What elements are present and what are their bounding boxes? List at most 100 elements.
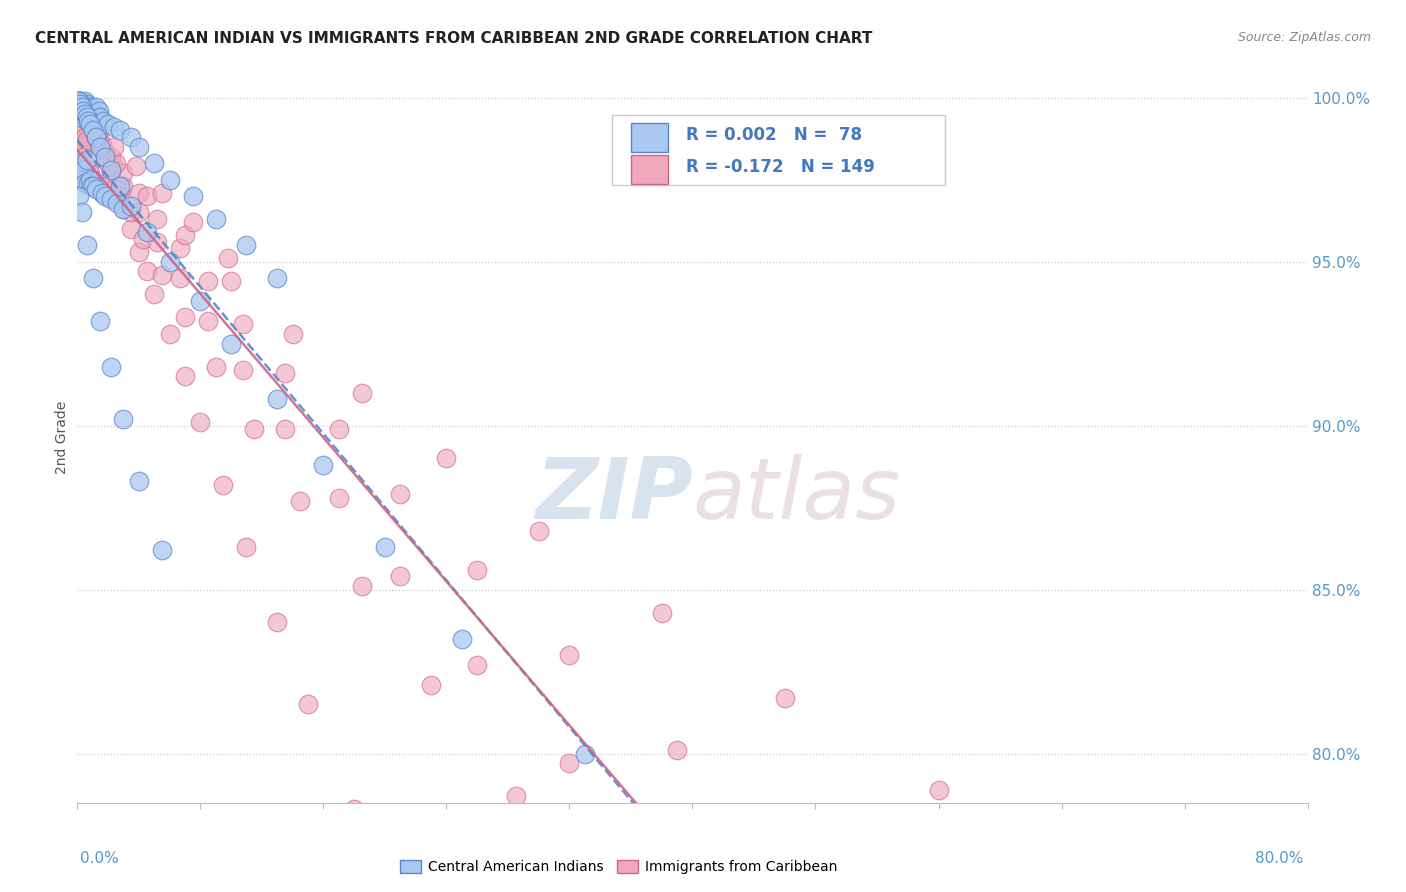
Point bbox=[82, 179, 104, 194]
Point bbox=[132, 232, 155, 246]
Point bbox=[219, 336, 242, 351]
Point bbox=[82, 123, 104, 137]
Point bbox=[128, 186, 150, 200]
Point bbox=[105, 195, 128, 210]
Point bbox=[80, 117, 103, 131]
Point bbox=[89, 140, 111, 154]
Point bbox=[711, 868, 734, 882]
Point bbox=[73, 103, 96, 118]
Point bbox=[789, 845, 811, 859]
Point bbox=[67, 100, 90, 114]
Point bbox=[169, 242, 191, 256]
Point bbox=[212, 477, 235, 491]
Point bbox=[505, 789, 527, 804]
Point bbox=[77, 110, 100, 124]
Point bbox=[89, 313, 111, 327]
Point bbox=[436, 451, 458, 466]
Point bbox=[90, 186, 114, 200]
Point bbox=[67, 133, 90, 147]
Point bbox=[70, 113, 93, 128]
Point bbox=[72, 103, 94, 118]
Text: ZIP: ZIP bbox=[534, 454, 693, 537]
Point bbox=[93, 143, 115, 157]
Point bbox=[928, 782, 950, 797]
Point bbox=[82, 271, 104, 285]
Point bbox=[84, 130, 107, 145]
Point bbox=[1097, 881, 1119, 892]
Point bbox=[90, 140, 114, 154]
Point bbox=[389, 487, 412, 501]
Point bbox=[188, 415, 212, 429]
Point bbox=[110, 192, 132, 206]
Point bbox=[89, 140, 111, 154]
Point bbox=[67, 94, 90, 108]
Point bbox=[72, 150, 94, 164]
Point bbox=[76, 107, 98, 121]
Point bbox=[77, 113, 100, 128]
Point bbox=[204, 359, 226, 374]
Point bbox=[70, 100, 93, 114]
Point bbox=[143, 287, 166, 301]
FancyBboxPatch shape bbox=[631, 123, 668, 153]
Point bbox=[70, 172, 93, 186]
Point bbox=[69, 97, 91, 112]
Point bbox=[128, 205, 150, 219]
Point bbox=[112, 179, 135, 194]
Point bbox=[120, 199, 142, 213]
Point bbox=[70, 97, 93, 112]
Point bbox=[67, 156, 90, 170]
Point bbox=[94, 146, 117, 161]
Point bbox=[343, 802, 366, 816]
Point bbox=[112, 202, 135, 216]
Point bbox=[90, 136, 114, 151]
Point bbox=[76, 110, 98, 124]
Point bbox=[125, 160, 148, 174]
Point bbox=[235, 238, 257, 252]
Point bbox=[72, 162, 94, 177]
Point bbox=[420, 678, 443, 692]
Point bbox=[150, 186, 173, 200]
Point bbox=[70, 97, 93, 112]
Point bbox=[651, 606, 673, 620]
Point bbox=[73, 130, 96, 145]
Point bbox=[150, 268, 173, 282]
Point bbox=[150, 543, 173, 558]
Point bbox=[76, 238, 98, 252]
Point bbox=[82, 172, 104, 186]
Point bbox=[266, 392, 288, 407]
Point bbox=[77, 113, 100, 128]
Point bbox=[146, 211, 169, 226]
Point bbox=[84, 182, 107, 196]
Point bbox=[70, 100, 93, 114]
Point bbox=[159, 326, 181, 341]
Point bbox=[77, 100, 100, 114]
Point bbox=[266, 271, 288, 285]
Point bbox=[174, 310, 197, 325]
Point bbox=[350, 385, 373, 400]
Point bbox=[94, 189, 117, 203]
Point bbox=[84, 127, 107, 141]
Point bbox=[87, 123, 110, 137]
Point bbox=[84, 130, 107, 145]
Point bbox=[67, 189, 90, 203]
Legend: Central American Indians, Immigrants from Caribbean: Central American Indians, Immigrants fro… bbox=[394, 855, 844, 880]
Point bbox=[181, 215, 204, 229]
Point bbox=[120, 205, 142, 219]
Text: 0.0%: 0.0% bbox=[80, 851, 120, 865]
Point bbox=[73, 107, 96, 121]
Point bbox=[76, 107, 98, 121]
Point bbox=[235, 540, 257, 554]
Point bbox=[89, 110, 111, 124]
Point bbox=[87, 133, 110, 147]
Point bbox=[87, 103, 110, 118]
Point bbox=[110, 179, 132, 194]
Point bbox=[219, 274, 242, 288]
Point bbox=[374, 540, 396, 554]
Point bbox=[110, 182, 132, 196]
Text: CENTRAL AMERICAN INDIAN VS IMMIGRANTS FROM CARIBBEAN 2ND GRADE CORRELATION CHART: CENTRAL AMERICAN INDIAN VS IMMIGRANTS FR… bbox=[35, 31, 873, 46]
Point bbox=[104, 156, 127, 170]
Point bbox=[79, 117, 101, 131]
Point bbox=[76, 97, 98, 112]
Point bbox=[110, 123, 132, 137]
Point bbox=[73, 107, 96, 121]
